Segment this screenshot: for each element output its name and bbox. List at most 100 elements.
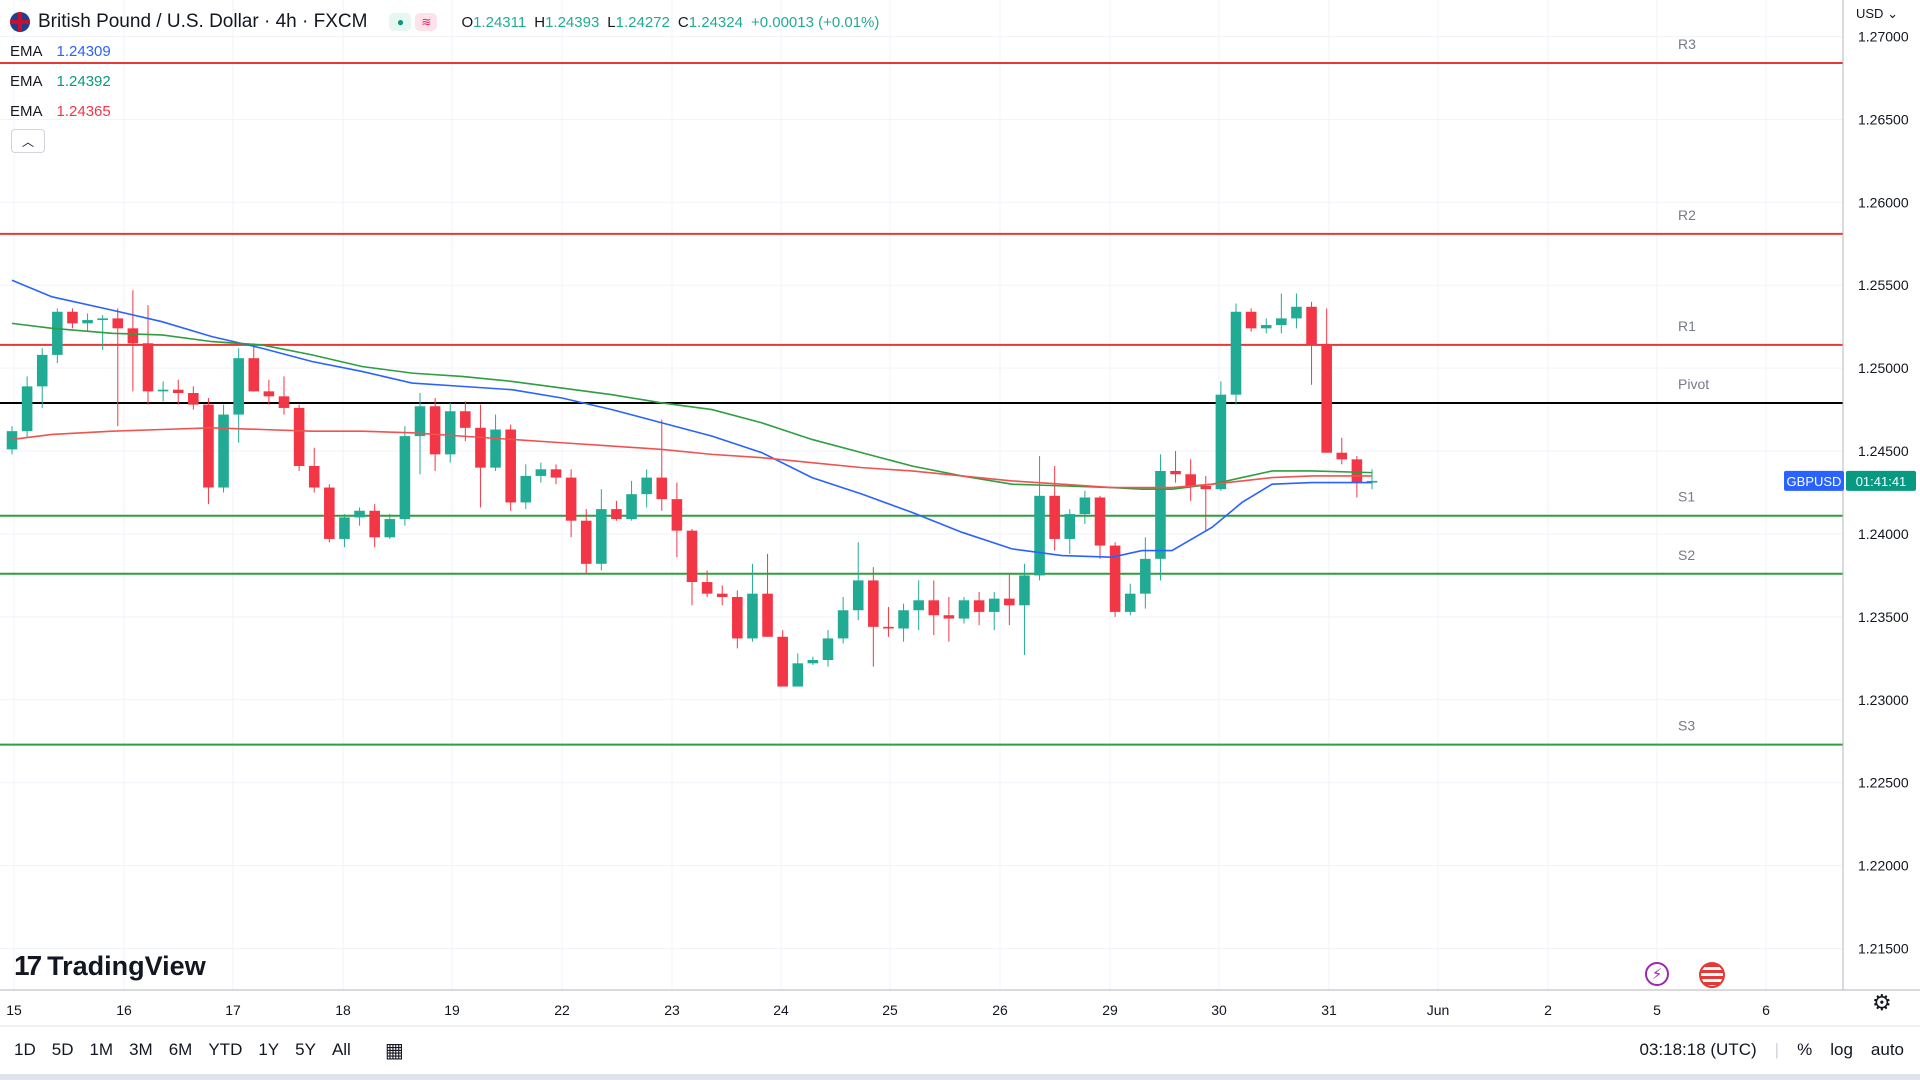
candle	[21, 376, 33, 438]
candle	[475, 404, 486, 508]
low-label: L	[607, 13, 616, 31]
time-tick-label: 5	[1653, 1002, 1661, 1018]
candle	[716, 585, 728, 606]
range-5d[interactable]: 5D	[51, 1040, 74, 1059]
log-scale-toggle[interactable]: log	[1830, 1040, 1853, 1059]
range-3m[interactable]: 3M	[129, 1040, 153, 1059]
price-tick-label: 1.25500	[1858, 277, 1909, 293]
level-label-s2: S2	[1678, 547, 1695, 563]
indicator-ema-2[interactable]: EMA 1.24392	[10, 70, 111, 92]
candle-body	[928, 600, 940, 616]
price-tick-label: 1.25000	[1858, 360, 1909, 376]
range-5y[interactable]: 5Y	[295, 1040, 316, 1059]
candle-body	[188, 393, 199, 405]
candle-body	[1351, 459, 1363, 483]
time-axis[interactable]: 15 16 17 18 19 22 23 24 25 26 29 30 31 Jun 2 5 6	[6, 1002, 1770, 1018]
calendar-icon[interactable]: ▦	[384, 1039, 404, 1062]
price-axis[interactable]: 1.27000 1.26500 1.26000 1.25500 1.25000 1.245…	[1858, 28, 1909, 956]
candle	[898, 603, 909, 642]
gear-icon[interactable]: ⚙	[1872, 990, 1892, 1015]
indicator-value: 1.24392	[56, 72, 111, 90]
candle	[1230, 303, 1242, 405]
candle-body	[807, 660, 819, 664]
candle	[732, 590, 743, 649]
percent-scale-toggle[interactable]: %	[1797, 1040, 1813, 1059]
candle	[928, 580, 940, 636]
level-label-r2: R2	[1678, 207, 1696, 223]
candle-body	[369, 510, 380, 538]
candle	[52, 308, 63, 364]
auto-scale-toggle[interactable]: auto	[1870, 1040, 1904, 1059]
tradingview-logo[interactable]: 17 TradingView	[14, 950, 206, 982]
candle-body	[1004, 598, 1015, 606]
candle-body	[1049, 495, 1060, 539]
range-all[interactable]: All	[331, 1040, 351, 1059]
candle	[505, 424, 516, 511]
market-open-icon[interactable]: ●	[389, 13, 412, 31]
event-flash-icon[interactable]: ⚡	[1645, 962, 1669, 986]
range-1m[interactable]: 1M	[89, 1040, 114, 1059]
candle-body	[958, 600, 970, 619]
candle	[399, 426, 411, 526]
candle	[384, 514, 396, 539]
candle-body	[218, 414, 229, 488]
candle-body	[293, 407, 305, 466]
indicator-ema-3[interactable]: EMA 1.24365	[10, 100, 111, 122]
logo-text: TradingView	[47, 950, 206, 981]
candle	[1291, 293, 1302, 329]
indicator-name: EMA	[10, 72, 43, 90]
candle-body	[1276, 318, 1287, 326]
candle	[1094, 495, 1106, 559]
collapse-indicators-button[interactable]: ︿	[11, 129, 45, 153]
candle	[852, 542, 864, 621]
countdown-box	[1846, 470, 1916, 491]
market-status[interactable]: ● ≋	[389, 13, 438, 31]
candle	[203, 397, 214, 505]
data-delay-icon[interactable]: ≋	[415, 13, 438, 31]
time-tick-label: 18	[335, 1002, 351, 1018]
currency-label: USD	[1856, 6, 1884, 21]
utc-clock[interactable]: 03:18:18 (UTC)	[1639, 1040, 1757, 1059]
candle	[988, 592, 1000, 631]
event-us-flag-icon[interactable]	[1699, 962, 1725, 988]
open-label: O	[461, 13, 474, 31]
candle	[142, 305, 154, 405]
candle-body	[883, 626, 894, 629]
time-tick-label: 29	[1102, 1002, 1118, 1018]
price-tick-label: 1.21500	[1858, 941, 1909, 957]
candle-series	[6, 290, 1378, 687]
candle	[1185, 459, 1196, 501]
indicator-ema-1[interactable]: EMA 1.24309	[10, 40, 111, 62]
range-6m[interactable]: 6M	[168, 1040, 193, 1059]
range-ytd[interactable]: YTD	[208, 1040, 243, 1059]
candle	[278, 376, 290, 415]
candle	[324, 484, 335, 543]
candle-body	[822, 638, 834, 660]
candle-body	[1260, 325, 1272, 329]
currency-selector[interactable]: USD ⌄	[1856, 6, 1898, 22]
high-label: H	[534, 13, 546, 31]
candle	[172, 379, 184, 405]
gbpusd-flag-icon	[10, 12, 30, 32]
candle	[6, 426, 18, 455]
candle	[1049, 465, 1060, 551]
candle	[777, 630, 788, 687]
candle-body	[1321, 344, 1332, 453]
candle-body	[142, 343, 154, 392]
level-label-pivot: Pivot	[1678, 376, 1709, 392]
candle	[1109, 542, 1121, 617]
candle-body	[97, 318, 108, 321]
symbol-title[interactable]: British Pound / U.S. Dollar · 4h · FXCM	[38, 11, 368, 32]
indicator-value: 1.24365	[56, 102, 111, 120]
high-value: 1.24393	[545, 13, 600, 31]
range-1y[interactable]: 1Y	[258, 1040, 280, 1059]
price-tick-label: 1.27000	[1858, 28, 1909, 44]
time-tick-label: 26	[992, 1002, 1008, 1018]
candle-body	[505, 429, 516, 503]
candle	[1079, 490, 1091, 525]
range-1d[interactable]: 1D	[14, 1040, 36, 1059]
candle	[218, 404, 229, 493]
candle-body	[1185, 474, 1196, 486]
candle	[157, 381, 169, 402]
